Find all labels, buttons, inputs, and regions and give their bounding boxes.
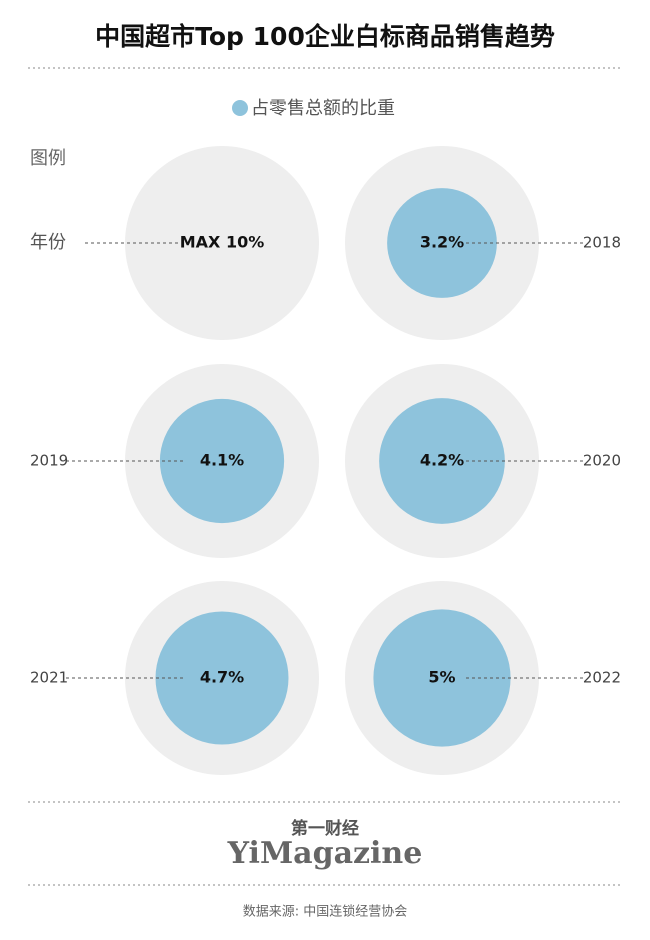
max-circle: [125, 146, 319, 340]
legend-marker: [232, 100, 248, 116]
year-label: 2020: [583, 452, 621, 470]
source: 数据来源: 中国连锁经营协会: [243, 904, 408, 920]
max-label: MAX 10%: [180, 233, 265, 252]
brand-cn: 第一财经: [291, 818, 359, 839]
value-circle: [155, 611, 289, 745]
year-label: 2018: [583, 234, 621, 252]
value-circle: [387, 188, 497, 298]
brand-en: YiMagazine: [227, 836, 423, 871]
legend-title: 图例: [30, 148, 66, 169]
category-label: 年份: [30, 232, 66, 253]
value-label: 3.2%: [420, 233, 464, 252]
value-label: 4.2%: [420, 451, 464, 470]
value-label: 4.1%: [200, 451, 244, 470]
value-label: 5%: [428, 668, 455, 687]
year-label: 2022: [583, 669, 621, 687]
chart-title: 中国超市Top 100企业白标商品销售趋势: [95, 22, 555, 51]
legend-label: 占零售总额的比重: [251, 98, 395, 119]
year-label: 2019: [30, 452, 68, 470]
value-circle: [379, 398, 505, 524]
value-circle: [159, 398, 285, 524]
value-label: 4.7%: [200, 668, 244, 687]
year-label: 2021: [30, 669, 68, 687]
value-circle: [373, 609, 511, 747]
